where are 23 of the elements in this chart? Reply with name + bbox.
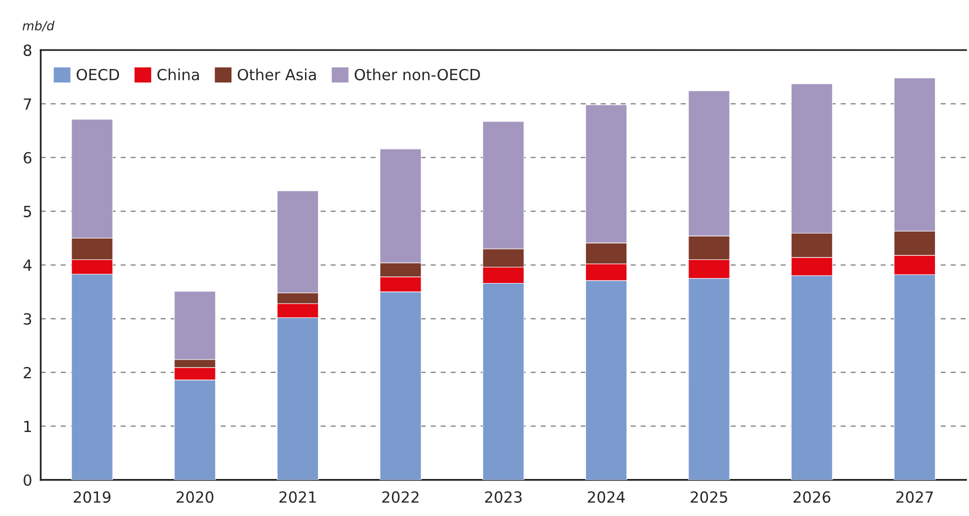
y-tick-label: 2 <box>24 366 31 378</box>
y-tick-label: 1 <box>24 420 31 432</box>
x-tick-label: 2023 <box>485 491 522 503</box>
x-tick-label: 2019 <box>74 491 110 503</box>
x-tick-label: 2025 <box>690 491 728 503</box>
legend-label: China <box>157 68 199 80</box>
y-tick-label: 0 <box>24 474 32 486</box>
legend-label: OECD <box>76 68 120 80</box>
x-tick-label: 2026 <box>794 491 830 503</box>
x-tick-label: 2020 <box>176 491 214 503</box>
x-tick-label: 2024 <box>588 491 625 503</box>
y-axis-title: mb/d <box>22 20 55 32</box>
y-tick-label: 4 <box>23 260 32 271</box>
x-tick-label: 2027 <box>896 491 933 503</box>
x-tick-label: 2022 <box>382 491 418 503</box>
legend-label: Other non-OECD <box>354 68 480 80</box>
y-tick-label: 8 <box>24 44 32 56</box>
legend-label: Other Asia <box>238 68 316 80</box>
y-tick-label: 5 <box>24 206 32 218</box>
y-tick-label: 6 <box>24 152 32 164</box>
x-tick-label: 2021 <box>279 491 316 503</box>
y-tick-label: 7 <box>24 98 32 110</box>
y-tick-label: 3 <box>24 313 32 325</box>
